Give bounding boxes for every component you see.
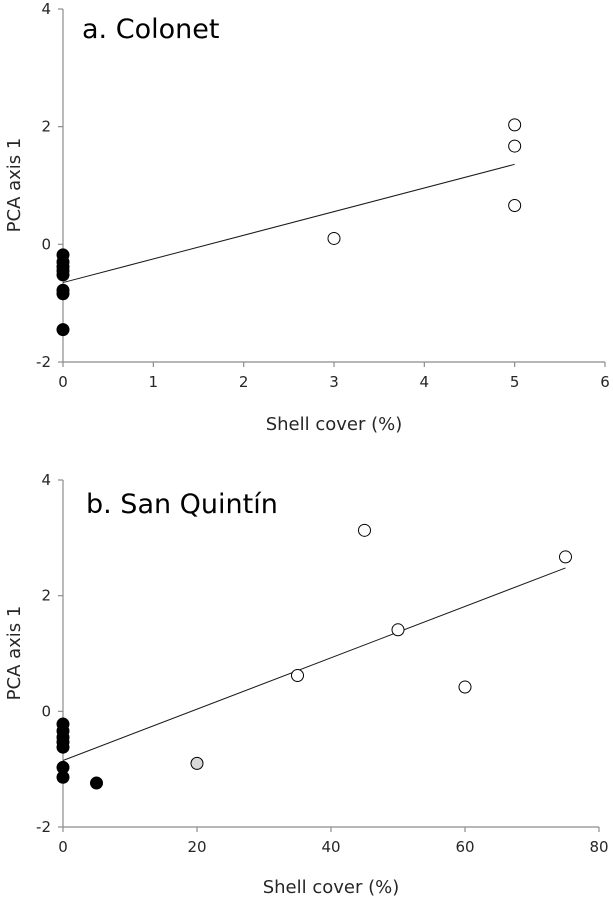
- x-tick-label: 0: [58, 373, 68, 391]
- data-point-open-circle: [391, 623, 405, 637]
- data-point-open-circle: [327, 231, 341, 245]
- data-point-filled-circle: [56, 268, 70, 282]
- x-tick-label: 20: [187, 838, 206, 856]
- data-point-open-circle: [508, 199, 522, 213]
- data-point-open-circle: [291, 668, 304, 682]
- x-tick-label: 4: [420, 373, 430, 391]
- x-tick-label: 5: [510, 373, 520, 391]
- y-tick-label: 2: [41, 587, 51, 605]
- y-tick-label: -2: [36, 818, 51, 836]
- y-tick-label: 0: [41, 235, 51, 253]
- y-tick-label: 0: [41, 702, 51, 720]
- x-tick-label: 6: [600, 373, 610, 391]
- y-tick-label: 2: [41, 118, 51, 136]
- x-tick-label: 80: [589, 838, 608, 856]
- data-point-open-circle: [508, 118, 522, 132]
- data-point-open-circle: [358, 523, 371, 537]
- data-point-filled-circle: [56, 770, 70, 784]
- data-point-filled-circle: [56, 323, 70, 337]
- panel-title: b. San Quintín: [86, 489, 278, 520]
- trendline: [62, 163, 515, 284]
- x-axis-label: Shell cover (%): [266, 414, 403, 435]
- data-point-filled-circle: [56, 740, 70, 754]
- y-axis-label: PCA axis 1: [4, 606, 25, 701]
- data-point-filled-circle: [90, 776, 103, 790]
- x-tick-label: 60: [455, 838, 474, 856]
- data-point-filled-circle: [56, 287, 70, 301]
- y-tick-label: -2: [36, 353, 51, 371]
- data-point-open-circle: [508, 139, 522, 153]
- data-point-grey-circle: [190, 756, 204, 770]
- y-axis-label: PCA axis 1: [4, 138, 25, 233]
- trendline: [62, 567, 566, 761]
- panel-title: a. Colonet: [82, 14, 219, 45]
- data-point-open-circle: [458, 680, 472, 694]
- y-tick-label: 4: [41, 0, 51, 18]
- x-tick-label: 0: [58, 838, 68, 856]
- x-tick-label: 3: [329, 373, 339, 391]
- x-tick-label: 1: [149, 373, 159, 391]
- data-point-open-circle: [559, 550, 572, 564]
- x-tick-label: 2: [239, 373, 249, 391]
- x-axis-label: Shell cover (%): [263, 877, 400, 898]
- panel-colonet: -2 0 2 4 0 1 2 3 4 5 6 Shell cover (%) PCA axis 1 a. …: [4, 0, 610, 435]
- y-tick-label: 4: [41, 471, 51, 489]
- x-tick-label: 40: [321, 838, 340, 856]
